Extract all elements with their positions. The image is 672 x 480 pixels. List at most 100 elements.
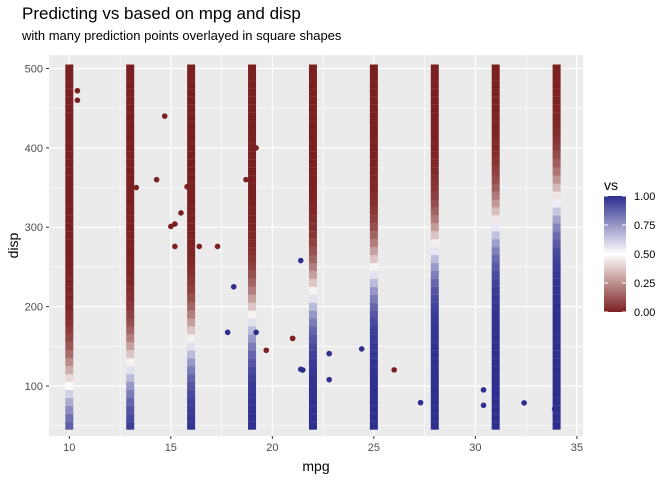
prediction-square — [187, 358, 196, 367]
prediction-square — [65, 199, 74, 208]
prediction-square — [430, 278, 439, 287]
prediction-square — [308, 334, 317, 343]
prediction-square — [430, 334, 439, 343]
x-axis-label: mpg — [302, 458, 329, 474]
prediction-square — [126, 64, 135, 73]
prediction-square — [126, 318, 135, 327]
prediction-square — [65, 207, 74, 216]
prediction-square — [308, 175, 317, 184]
prediction-square — [552, 127, 561, 136]
prediction-square — [491, 191, 500, 200]
prediction-square — [126, 421, 135, 430]
prediction-square — [187, 96, 196, 105]
prediction-square — [491, 80, 500, 89]
prediction-square — [552, 120, 561, 129]
prediction-square — [430, 159, 439, 168]
prediction-square — [187, 191, 196, 200]
prediction-square — [248, 286, 257, 295]
prediction-square — [552, 191, 561, 200]
prediction-square — [187, 72, 196, 81]
prediction-square — [308, 421, 317, 430]
prediction-square — [491, 223, 500, 232]
prediction-square — [369, 366, 378, 375]
prediction-square — [187, 374, 196, 383]
prediction-square — [187, 175, 196, 184]
prediction-square — [308, 112, 317, 121]
prediction-square — [248, 342, 257, 351]
y-axis-label: disp — [5, 232, 21, 258]
prediction-square — [65, 151, 74, 160]
prediction-square — [552, 389, 561, 398]
prediction-square — [430, 374, 439, 383]
prediction-square — [552, 302, 561, 311]
prediction-square — [126, 167, 135, 176]
observed-point — [74, 97, 81, 104]
prediction-square — [65, 112, 74, 121]
prediction-square — [248, 183, 257, 192]
prediction-square — [126, 72, 135, 81]
prediction-square — [126, 350, 135, 359]
prediction-square — [65, 223, 74, 232]
prediction-square — [248, 270, 257, 279]
prediction-square — [430, 199, 439, 208]
prediction-square — [491, 358, 500, 367]
observed-point — [480, 387, 487, 393]
prediction-square — [430, 183, 439, 192]
prediction-square — [65, 278, 74, 287]
prediction-square — [369, 231, 378, 240]
prediction-square — [248, 88, 257, 97]
prediction-square — [126, 254, 135, 263]
prediction-square — [369, 318, 378, 327]
prediction-square — [308, 207, 317, 216]
legend-tick-label: 0.00 — [634, 307, 655, 319]
prediction-square — [308, 199, 317, 208]
prediction-square — [248, 167, 257, 176]
prediction-square — [552, 334, 561, 343]
prediction-square — [430, 286, 439, 295]
prediction-square — [187, 183, 196, 192]
prediction-square — [248, 421, 257, 430]
prediction-square — [430, 64, 439, 73]
prediction-square — [65, 167, 74, 176]
prediction-square — [308, 381, 317, 390]
chart-title: Predicting vs based on mpg and disp — [22, 4, 301, 23]
prediction-square — [491, 167, 500, 176]
prediction-square — [552, 96, 561, 105]
prediction-square — [369, 159, 378, 168]
prediction-square — [491, 199, 500, 208]
prediction-square — [430, 381, 439, 390]
prediction-square — [552, 88, 561, 97]
prediction-square — [126, 366, 135, 375]
prediction-square — [187, 127, 196, 136]
prediction-square — [552, 72, 561, 81]
prediction-square — [248, 199, 257, 208]
prediction-square — [491, 135, 500, 144]
prediction-square — [308, 318, 317, 327]
prediction-square — [126, 191, 135, 200]
prediction-square — [491, 318, 500, 327]
prediction-square — [308, 302, 317, 311]
prediction-square — [430, 397, 439, 406]
prediction-square — [248, 72, 257, 81]
chart-subtitle: with many prediction points overlayed in… — [22, 28, 342, 43]
prediction-square — [430, 104, 439, 113]
prediction-square — [308, 374, 317, 383]
prediction-square — [126, 389, 135, 398]
prediction-square — [430, 88, 439, 97]
prediction-square — [491, 334, 500, 343]
prediction-square — [491, 231, 500, 240]
prediction-square — [248, 413, 257, 422]
prediction-square — [248, 278, 257, 287]
prediction-square — [187, 389, 196, 398]
prediction-square — [308, 191, 317, 200]
prediction-square — [308, 143, 317, 152]
prediction-square — [369, 151, 378, 160]
prediction-square — [187, 88, 196, 97]
prediction-square — [430, 72, 439, 81]
prediction-square — [187, 254, 196, 263]
prediction-square — [248, 80, 257, 89]
prediction-square — [248, 159, 257, 168]
prediction-square — [65, 389, 74, 398]
prediction-square — [430, 215, 439, 224]
prediction-square — [308, 223, 317, 232]
